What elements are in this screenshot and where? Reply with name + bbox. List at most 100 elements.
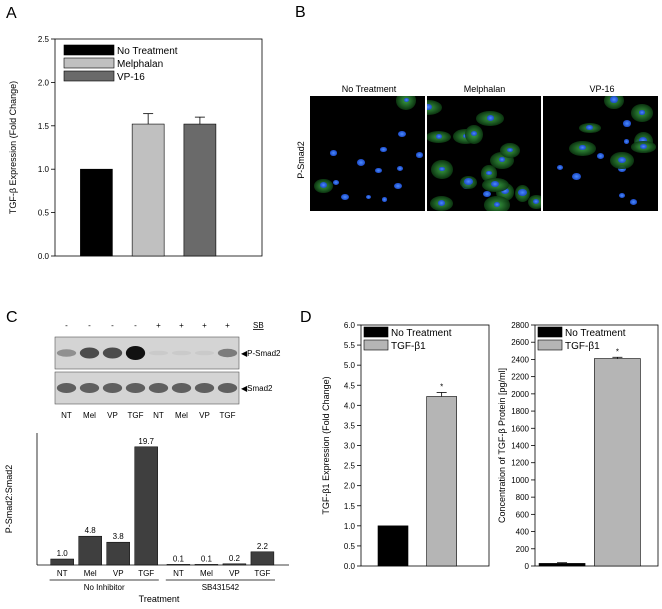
bar <box>538 563 586 567</box>
y-tick-label: 1600 <box>511 424 529 433</box>
y-axis-label: TGF-β1 Expression (Fold Change) <box>321 376 331 514</box>
bar-value-label: 0.1 <box>201 554 213 563</box>
blot-band <box>194 350 215 356</box>
lane-label: TGF <box>128 411 144 420</box>
bar <box>166 564 191 566</box>
y-tick-label: 0.0 <box>38 252 50 261</box>
group-label: SB431542 <box>202 583 240 592</box>
bar-value-label: 19.7 <box>138 437 154 446</box>
nucleus-stain <box>533 198 540 204</box>
bar <box>377 525 409 567</box>
panel-d: D 0.0 0.5 1.0 1.5 2.0 2.5 3.0 3.5 4.0 4.5 5.0 5.5 6.… <box>300 309 659 571</box>
y-tick-label: 2000 <box>511 390 529 399</box>
nucleus-stain <box>340 193 350 201</box>
nucleus-stain <box>427 103 433 111</box>
nucleus-stain <box>464 178 473 186</box>
y-tick-label: 400 <box>516 528 530 537</box>
category-label: TGF <box>138 569 154 578</box>
nucleus-stain <box>639 110 645 115</box>
nucleus-stain <box>622 120 632 128</box>
bar-value-label: 0.2 <box>229 554 241 563</box>
blot-band <box>148 350 169 356</box>
bar <box>194 564 219 566</box>
category-label: NT <box>57 569 68 578</box>
y-tick-label: 0.5 <box>38 209 50 218</box>
y-tick-label: 2.0 <box>38 78 50 87</box>
legend-swatch <box>63 44 115 56</box>
bar <box>183 123 217 257</box>
bar-value-label: 0.1 <box>173 554 185 563</box>
category-label: VP <box>113 569 124 578</box>
y-tick-label: 0 <box>525 562 530 571</box>
blot-band <box>79 347 100 359</box>
y-tick-label: 5.5 <box>344 341 356 350</box>
lane-label: VP <box>199 411 210 420</box>
significance-marker: * <box>616 347 619 356</box>
nucleus-stain <box>365 194 372 200</box>
cytoplasm-stain <box>396 96 417 110</box>
blot-band <box>125 346 146 360</box>
panel-c-letter: C <box>6 309 18 326</box>
micrograph-title-no-treatment: No Treatment <box>341 84 397 94</box>
sb-sign: + <box>179 321 184 330</box>
bar <box>78 535 102 566</box>
y-tick-label: 4.5 <box>344 381 356 390</box>
y-tick-label: 2.5 <box>38 35 50 44</box>
blot-band <box>217 348 238 358</box>
y-tick-label: 1.0 <box>38 165 50 174</box>
nucleus-stain <box>438 166 445 172</box>
category-label: VP <box>229 569 240 578</box>
nucleus-stain <box>518 189 527 196</box>
blot-band <box>56 349 77 357</box>
nucleus-stain <box>357 159 366 166</box>
sb-sign: + <box>156 321 161 330</box>
nucleus-stain <box>380 147 387 153</box>
micrograph-title-melphalan: Melphalan <box>463 84 506 94</box>
nucleus-stain <box>623 139 630 144</box>
nucleus-stain <box>618 156 626 163</box>
legend-label: VP-16 <box>117 72 145 83</box>
y-tick-label: 3.5 <box>344 421 356 430</box>
category-label: Mel <box>200 569 213 578</box>
nucleus-stain <box>579 145 586 151</box>
sb-sign: - <box>65 321 68 330</box>
nucleus-stain <box>319 182 328 188</box>
blot-band <box>79 383 100 393</box>
lane-label: NT <box>153 411 164 420</box>
panel-c: C - - - - + + + + SB ◀P-Smad2 ◀Smad2 NT Mel VP TGF NT Me… <box>4 309 289 604</box>
significance-marker: * <box>440 382 443 391</box>
blot-band <box>194 383 215 393</box>
legend-label: No Treatment <box>565 328 626 339</box>
legend-swatch <box>63 70 115 82</box>
blot-band <box>125 383 146 393</box>
y-tick-label: 4.0 <box>344 401 356 410</box>
bar <box>80 168 113 257</box>
micrograph-no-treatment <box>310 96 425 211</box>
lane-label: Mel <box>175 411 188 420</box>
y-tick-label: 1000 <box>511 476 529 485</box>
blot-band <box>148 383 169 393</box>
y-tick-label: 2.5 <box>344 462 356 471</box>
category-label: NT <box>173 569 184 578</box>
y-tick-label: 2.0 <box>344 482 356 491</box>
sb-label: SB <box>253 321 264 330</box>
blot-band <box>217 383 238 393</box>
row-label-p-smad2: P-Smad2 <box>296 141 306 179</box>
nucleus-stain <box>486 170 492 175</box>
nucleus-stain <box>435 133 442 139</box>
y-tick-label: 5.0 <box>344 361 356 370</box>
blot-band <box>56 383 77 393</box>
nucleus-stain <box>438 200 446 206</box>
y-tick-label: 3.0 <box>344 442 356 451</box>
legend-label: TGF-β1 <box>565 341 600 352</box>
y-tick-label: 2200 <box>511 373 529 382</box>
nucleus-stain <box>403 97 409 102</box>
category-label: Mel <box>84 569 97 578</box>
legend-label: No Treatment <box>391 328 452 339</box>
nucleus-stain <box>639 137 648 144</box>
y-tick-label: 1.0 <box>344 522 356 531</box>
y-tick-label: 6.0 <box>344 321 356 330</box>
legend-swatch <box>63 57 115 69</box>
nucleus-stain <box>398 130 407 138</box>
blot-band <box>102 347 123 359</box>
